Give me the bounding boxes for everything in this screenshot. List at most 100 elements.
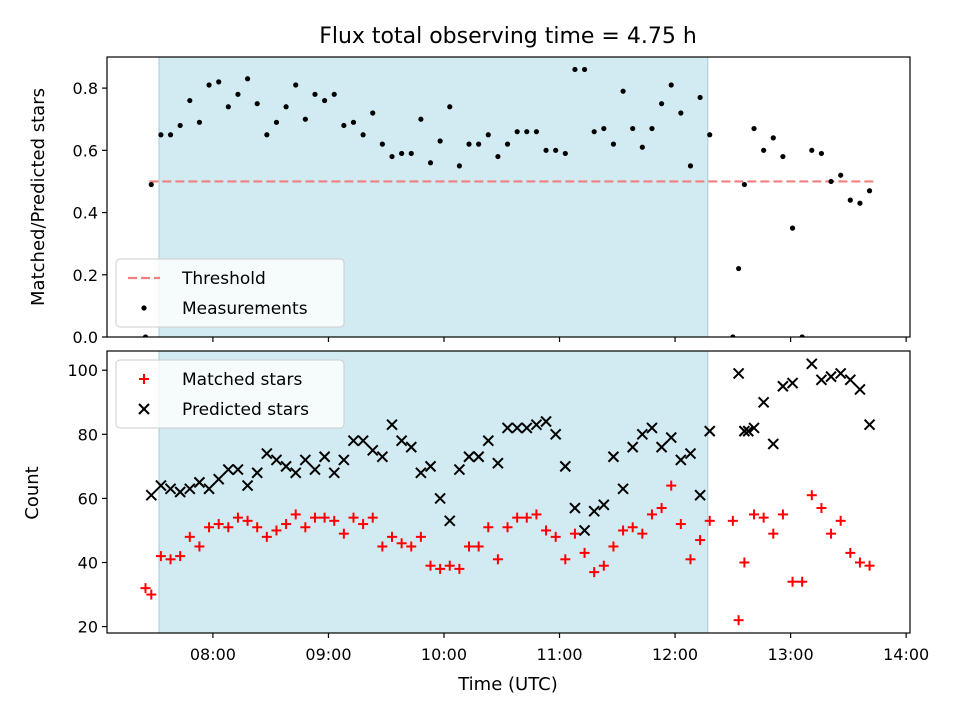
predicted-star-marker-b xyxy=(825,370,837,383)
predicted-star-marker-b xyxy=(636,428,649,441)
predicted-star-marker-b xyxy=(386,418,398,431)
matched-star-marker xyxy=(541,525,552,536)
matched-star-marker xyxy=(521,512,532,523)
legend: Threshold Measurements xyxy=(115,258,345,328)
predicted-star-marker xyxy=(299,454,312,466)
y-tick-label: 0.6 xyxy=(73,141,98,160)
measurement-point xyxy=(225,104,231,110)
measurement-point xyxy=(216,79,222,85)
matched-star-marker xyxy=(367,512,378,523)
measurement-point xyxy=(254,101,260,107)
matched-star-marker xyxy=(787,576,798,587)
measurement-point xyxy=(148,181,154,188)
matched-star-marker xyxy=(271,525,282,536)
predicted-star-marker-b xyxy=(492,457,504,469)
predicted-star-marker xyxy=(825,370,837,383)
measurement-point xyxy=(331,91,337,97)
predicted-star-marker xyxy=(806,358,818,370)
predicted-star-marker-b xyxy=(786,377,799,389)
predicted-star-marker-b xyxy=(280,460,292,473)
matched-star-marker xyxy=(406,541,417,552)
measurement-point xyxy=(524,129,530,135)
measurement-point xyxy=(707,132,713,138)
matched-star-marker xyxy=(454,563,465,574)
predicted-star-marker-b xyxy=(777,380,789,392)
predicted-star-marker xyxy=(655,441,668,453)
measurement-point xyxy=(264,132,270,138)
measurement-point xyxy=(630,125,636,132)
predicted-star-marker-b xyxy=(270,454,283,466)
predicted-star-marker-b xyxy=(834,367,847,380)
predicted-star-marker-b xyxy=(806,358,818,370)
predicted-star-marker xyxy=(174,486,186,498)
measurement-point xyxy=(658,101,665,107)
matched-star-marker xyxy=(194,541,205,552)
measurement-point xyxy=(302,116,308,122)
predicted-star-marker xyxy=(767,438,779,450)
predicted-star-marker xyxy=(757,396,770,408)
measurement-point xyxy=(847,197,853,203)
matched-star-marker xyxy=(627,522,638,533)
measurement-point xyxy=(838,172,844,178)
y-axis-label-ratio: Matched/Predicted stars xyxy=(28,88,49,306)
predicted-star-marker xyxy=(424,460,437,473)
matched-star-marker xyxy=(261,531,272,542)
predicted-star-marker-b xyxy=(453,463,466,476)
predicted-star-marker xyxy=(241,479,254,492)
measurement-point xyxy=(780,153,786,160)
predicted-star-marker-b xyxy=(222,463,235,476)
matched-star-marker xyxy=(252,522,263,533)
predicted-star-marker xyxy=(184,483,196,495)
measurement-point xyxy=(399,150,405,157)
matched-star-marker xyxy=(550,531,561,542)
predicted-star-marker-b xyxy=(694,489,706,501)
predicted-star-marker-b xyxy=(607,451,620,463)
matched-star-marker xyxy=(598,560,609,571)
measurement-point xyxy=(649,125,655,132)
predicted-star-marker xyxy=(549,428,562,441)
measurement-point xyxy=(543,147,549,153)
predicted-star-marker xyxy=(732,367,745,380)
matched-star-marker xyxy=(492,554,503,565)
predicted-star-marker-b xyxy=(684,447,697,460)
measurement-point xyxy=(789,225,796,231)
measurement-point xyxy=(581,66,588,73)
matched-star-marker xyxy=(656,503,667,514)
measurement-point xyxy=(761,147,767,153)
matched-star-marker xyxy=(300,522,311,533)
predicted-star-marker-b xyxy=(675,454,687,466)
legend: Matched stars Predicted stars xyxy=(115,359,345,429)
measurement-point xyxy=(562,150,568,157)
matched-star-marker xyxy=(435,563,446,574)
predicted-star-marker-b xyxy=(232,463,244,476)
matched-star-marker xyxy=(512,512,523,523)
ratio-panel: 0.0 0.2 0.4 0.6 0.8 Threshold Measurements xyxy=(73,56,911,347)
predicted-star-marker xyxy=(598,499,610,511)
matched-star-marker xyxy=(386,531,397,542)
axes-frame xyxy=(106,56,911,338)
predicted-star-marker xyxy=(569,502,581,514)
predicted-star-marker-b xyxy=(646,422,658,434)
predicted-star-marker xyxy=(261,447,273,460)
predicted-star-marker-b xyxy=(203,483,215,495)
predicted-star-marker-b xyxy=(540,415,552,428)
count-panel: 20 40 60 80 100 08:00 09:00 10:00 11:00 12:00 13:0… xyxy=(67,350,929,664)
predicted-star-marker-b xyxy=(742,425,754,437)
y-tick-label: 60 xyxy=(78,489,98,508)
legend-label: Measurements xyxy=(182,299,308,319)
y-tick-label: 20 xyxy=(78,618,98,637)
predicted-star-marker-b xyxy=(434,492,446,505)
matched-star-marker xyxy=(579,547,590,558)
predicted-star-marker xyxy=(511,422,523,434)
predicted-star-marker xyxy=(222,463,235,476)
matched-star-marker xyxy=(739,557,750,568)
measurement-point xyxy=(196,119,203,125)
legend-label: Matched stars xyxy=(182,370,302,390)
measurement-point xyxy=(751,125,757,132)
predicted-star-marker xyxy=(854,383,866,396)
x-tick-label: 09:00 xyxy=(305,645,351,664)
matched-star-marker xyxy=(483,522,494,533)
matched-star-marker xyxy=(502,522,513,533)
y-tick-label: 0.0 xyxy=(73,328,98,347)
